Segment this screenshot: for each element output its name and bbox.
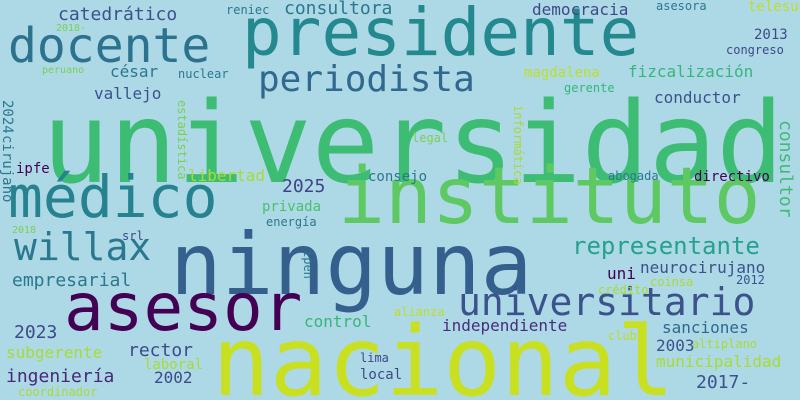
word-periodista: periodista — [258, 59, 475, 100]
word-consultor: consultor — [775, 120, 796, 218]
word-fizcalizacion: fizcalización — [628, 62, 754, 81]
word-conductor: conductor — [654, 88, 741, 107]
word-2024: 2024 — [0, 100, 15, 134]
word-congreso: congreso — [726, 43, 784, 57]
word-club: club — [608, 329, 637, 343]
word-2023: 2023 — [14, 322, 58, 343]
word-energia: energía — [266, 215, 317, 229]
word-alianza: alianza — [394, 305, 445, 319]
word-rector: rector — [128, 340, 194, 361]
word-consultora: consultora — [284, 0, 393, 19]
word-vallejo: vallejo — [94, 84, 162, 103]
word-universidad: universidad — [42, 79, 784, 209]
word-willax: willax — [14, 225, 152, 269]
word-2013: 2013 — [754, 27, 788, 43]
word-directivo: directivo — [694, 169, 770, 185]
word-ipen: ipen — [301, 250, 315, 279]
word-control: control — [304, 312, 372, 331]
word-coinsa: coinsa — [650, 275, 694, 289]
word-universitario: universitario — [458, 280, 756, 324]
word-local: local — [360, 367, 403, 383]
word-abogada: abogada — [608, 169, 659, 183]
word-magdalena: magdalena — [524, 65, 600, 81]
word-catedratico: catedrático — [58, 4, 178, 25]
word-nacional: nacional — [212, 306, 675, 400]
word-docente: docente — [8, 18, 211, 74]
word-instituto: instituto — [338, 152, 761, 242]
word-2025: 2025 — [282, 176, 326, 197]
word-municipalidad: municipalidad — [656, 352, 782, 371]
word-2003: 2003 — [656, 336, 695, 355]
word-sanciones: sanciones — [662, 318, 749, 337]
word-libertad: libertad — [188, 166, 266, 185]
word-asesora: asesora — [656, 0, 707, 13]
word-coordinador: coordinador — [18, 385, 98, 399]
word-2018-dash: 2018- — [56, 23, 87, 34]
word-medico: médico — [8, 163, 218, 231]
word-estadistica: estadística — [175, 100, 189, 180]
word-srl: srl — [122, 229, 144, 243]
word-uni: uni — [607, 264, 636, 283]
word-consejo: consejo — [368, 169, 428, 185]
word-presidente: presidente — [242, 0, 640, 71]
word-cirujano: cirujano — [0, 135, 15, 203]
word-privada: privada — [262, 199, 322, 215]
word-ninguna: ninguna — [170, 215, 533, 315]
word-ingenieria: ingeniería — [6, 366, 115, 387]
word-representante: representante — [572, 232, 760, 260]
word-independiente: independiente — [442, 316, 568, 335]
word-lima: lima — [360, 351, 389, 365]
word-nuclear: nuclear — [178, 67, 229, 81]
word-telesup: telesup — [748, 0, 800, 15]
word-2018: 2018 — [12, 225, 37, 236]
word-asesor: asesor — [64, 269, 303, 346]
word-gerente: gerente — [564, 81, 615, 95]
word-informatica: informática — [511, 105, 525, 185]
word-credito: crédito — [598, 283, 649, 297]
word-peruano: peruano — [42, 65, 85, 76]
word-subgerente: subgerente — [6, 343, 103, 362]
word-ipfe: ipfe — [16, 161, 50, 177]
word-cesar: césar — [110, 62, 159, 81]
word-democracia: democracia — [532, 0, 629, 19]
word-neurocirujano: neurocirujano — [640, 258, 766, 277]
word-laboral: laboral — [144, 357, 204, 373]
word-2017: 2017- — [696, 372, 751, 393]
word-altiplano: altiplano — [692, 337, 758, 351]
word-empresarial: empresarial — [12, 270, 132, 291]
word-2012: 2012 — [736, 273, 765, 287]
word-2002: 2002 — [154, 368, 193, 387]
word-legal: legal — [412, 131, 449, 145]
word-reniec: reniec — [226, 3, 270, 17]
